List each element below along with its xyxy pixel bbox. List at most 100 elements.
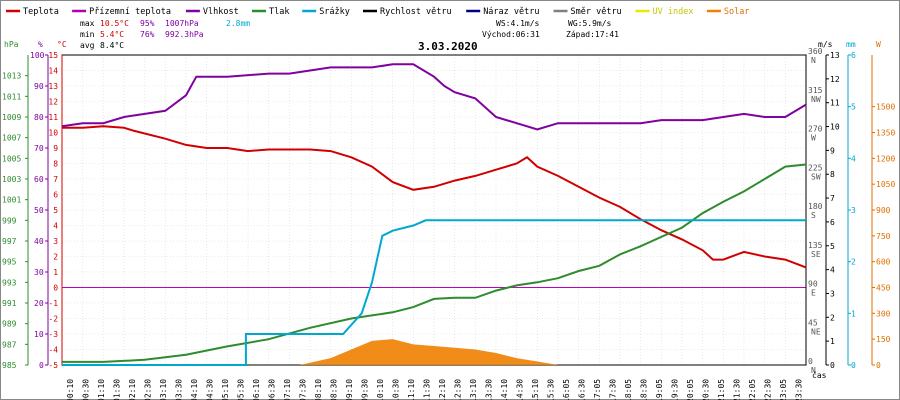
x-tick-label: 16:30 — [577, 379, 586, 400]
humidity-axis-unit: % — [38, 40, 43, 49]
x-tick-label: 13:10 — [469, 379, 478, 400]
temperature-tick-label: 15 — [48, 51, 58, 60]
pressure-tick-label: 1009 — [2, 113, 21, 122]
x-tick-label: 07:10 — [283, 379, 292, 400]
x-tick-label: 07:30 — [298, 379, 307, 400]
wind-dir-compass-label: N — [811, 366, 816, 375]
wind-speed-tick-label: 2 — [830, 313, 835, 322]
rain-tick-label: 5 — [851, 103, 856, 112]
temperature-tick-label: 14 — [48, 67, 58, 76]
temperature-tick-label: 2 — [53, 253, 58, 262]
x-axis-label: čas — [812, 370, 827, 380]
solar-tick-label: 450 — [876, 284, 891, 293]
wind-speed-tick-label: 12 — [830, 75, 840, 84]
solar-tick-label: 900 — [876, 206, 891, 215]
wind-speed-tick-label: 4 — [830, 266, 835, 275]
pressure-tick-label: 985 — [2, 361, 17, 370]
pressure-axis-unit: hPa — [4, 40, 19, 49]
chart-title: 3.03.2020 — [418, 40, 478, 53]
x-tick-label: 05:10 — [221, 379, 230, 400]
pressure-tick-label: 1003 — [2, 175, 21, 184]
series-teplota-line — [62, 125, 807, 269]
wind-speed-info: WS:4.1m/s — [496, 19, 540, 28]
legend-label: Náraz větru — [483, 7, 539, 17]
legend-label: Směr větru — [571, 7, 622, 17]
stat-min-press: 992.3hPa — [165, 30, 204, 39]
wind-dir-tick-label: 135 — [808, 241, 823, 250]
x-tick-label: 22:05 — [748, 379, 757, 400]
wind-dir-compass-label: NE — [811, 327, 821, 336]
x-tick-label: 21:30 — [732, 379, 741, 400]
x-tick-label: 00:10 — [66, 379, 75, 400]
temperature-tick-label: 12 — [48, 98, 58, 107]
pressure-tick-label: 997 — [2, 237, 17, 246]
rain-tick-label: 4 — [851, 154, 856, 163]
legend-label: Tlak — [269, 7, 289, 17]
temperature-tick-label: 1 — [53, 268, 58, 277]
wind-dir-tick-label: 315 — [808, 86, 823, 95]
humidity-tick-label: 80 — [34, 113, 44, 122]
humidity-tick-label: 30 — [34, 268, 44, 277]
x-tick-label: 03:10 — [159, 379, 168, 400]
wind-dir-tick-label: 360 — [808, 47, 823, 56]
x-tick-label: 08:30 — [329, 379, 338, 400]
stat-avg-temp: 8.4°C — [100, 41, 124, 50]
x-tick-label: 12:10 — [438, 379, 447, 400]
x-tick-label: 14:10 — [500, 379, 509, 400]
stat-min-label: min — [80, 30, 95, 39]
temperature-tick-label: 3 — [53, 237, 58, 246]
pressure-tick-label: 999 — [2, 216, 17, 225]
temperature-tick-label: 7 — [53, 175, 58, 184]
solar-axis-unit: W — [876, 40, 881, 49]
x-tick-label: 10:30 — [391, 379, 400, 400]
x-tick-label: 09:30 — [360, 379, 369, 400]
pressure-tick-label: 1011 — [2, 92, 21, 101]
x-tick-label: 02:30 — [143, 379, 152, 400]
wind-speed-tick-label: 3 — [830, 289, 835, 298]
rain-tick-label: 0 — [851, 361, 856, 370]
solar-tick-label: 1050 — [876, 180, 895, 189]
x-tick-label: 20:05 — [686, 379, 695, 400]
temperature-tick-label: 8 — [53, 160, 58, 169]
temperature-tick-label: 0 — [53, 284, 58, 293]
solar-tick-label: 0 — [876, 361, 881, 370]
solar-tick-label: 600 — [876, 258, 891, 267]
solar-tick-label: 1200 — [876, 154, 895, 163]
rain-tick-label: 1 — [851, 309, 856, 318]
x-tick-label: 15:10 — [531, 379, 540, 400]
pressure-tick-label: 1007 — [2, 134, 21, 143]
sunset-info: Západ:17:41 — [566, 30, 619, 39]
legend-label: Solar — [724, 7, 750, 17]
wind-dir-tick-label: 90 — [808, 280, 818, 289]
stat-min-hum: 76% — [140, 30, 155, 39]
temperature-tick-label: 6 — [53, 191, 58, 200]
wind-dir-tick-label: 180 — [808, 202, 823, 211]
x-tick-label: 09:10 — [345, 379, 354, 400]
humidity-tick-label: 0 — [39, 361, 44, 370]
stat-min-temp: 5.4°C — [100, 30, 124, 39]
x-tick-label: 18:30 — [639, 379, 648, 400]
wind-speed-tick-label: 0 — [830, 361, 835, 370]
wind-dir-compass-label: NW — [811, 95, 821, 104]
wind-dir-compass-label: SW — [811, 172, 821, 181]
series-solar-area — [299, 339, 558, 365]
humidity-tick-label: 50 — [34, 206, 44, 215]
humidity-tick-label: 60 — [34, 175, 44, 184]
humidity-tick-label: 40 — [34, 237, 44, 246]
rain-tick-label: 2 — [851, 258, 856, 267]
x-tick-label: 11:30 — [422, 379, 431, 400]
temperature-tick-label: 4 — [53, 222, 58, 231]
wind-dir-tick-label: 45 — [808, 318, 818, 327]
legend-label: UV index — [653, 7, 694, 17]
x-tick-label: 14:30 — [515, 379, 524, 400]
series-srazky-line — [62, 219, 806, 366]
wind-dir-compass-label: E — [811, 289, 816, 298]
pressure-tick-label: 1005 — [2, 154, 21, 163]
rain-axis-unit: mm — [846, 40, 856, 49]
x-tick-label: 01:30 — [112, 379, 121, 400]
x-tick-label: 10:10 — [376, 379, 385, 400]
x-tick-label: 22:30 — [763, 379, 772, 400]
wind-speed-tick-label: 5 — [830, 242, 835, 251]
x-tick-label: 18:05 — [624, 379, 633, 400]
